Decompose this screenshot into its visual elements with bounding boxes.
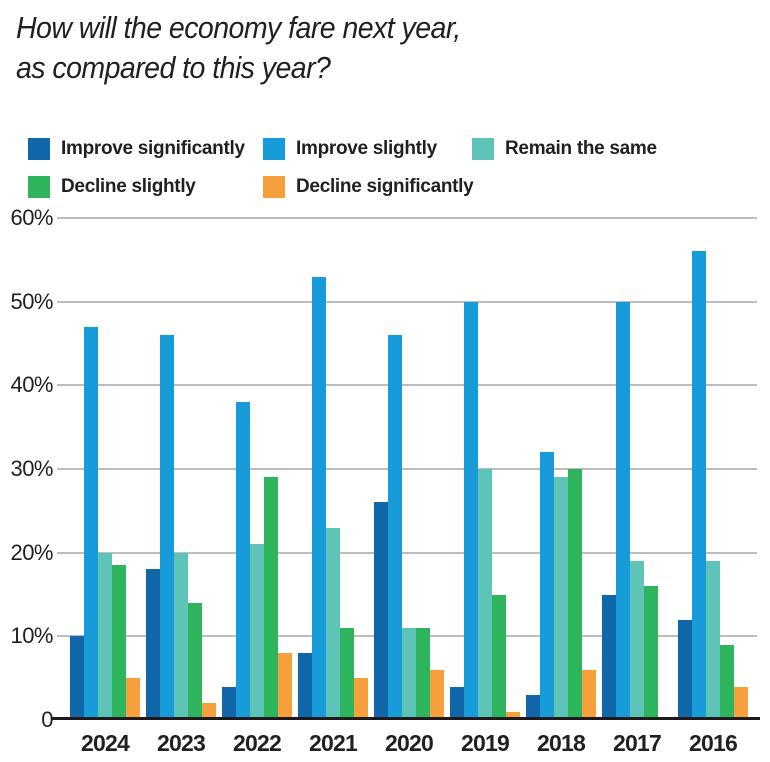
chart-area: 60% 50% 40% 30% 20% 10% 0 2024 2023 2022 2021 2020… bbox=[0, 205, 770, 756]
gridline-50 bbox=[57, 300, 757, 303]
x-axis-label-2016: 2016 bbox=[689, 730, 738, 756]
x-axis-label-2022: 2022 bbox=[233, 730, 282, 756]
y-tick-label-10: 10% bbox=[10, 623, 53, 649]
bar-improve-slightly-2020 bbox=[388, 335, 402, 720]
title-line-1: How will the economy fare next year, bbox=[16, 10, 461, 45]
bar-decline-significantly-2016 bbox=[734, 686, 748, 720]
title-line-2: as compared to this year? bbox=[16, 50, 331, 85]
y-tick-label-30: 30% bbox=[10, 456, 53, 481]
legend-item-improve-significantly: Improve significantly bbox=[28, 138, 245, 160]
gridline-40 bbox=[57, 384, 757, 387]
bar-decline-slightly-2018 bbox=[568, 469, 582, 720]
bar-decline-significantly-2018 bbox=[582, 669, 596, 720]
bar-remain-the-same-2023 bbox=[174, 552, 188, 720]
bar-group-2016: 2016 bbox=[678, 218, 748, 756]
bar-remain-the-same-2017 bbox=[630, 561, 644, 720]
x-axis-line bbox=[52, 717, 760, 720]
bar-remain-the-same-2019 bbox=[478, 469, 492, 720]
bar-remain-the-same-2022 bbox=[250, 544, 264, 720]
bar-remain-the-same-2024 bbox=[98, 552, 112, 720]
bar-improve-significantly-2022 bbox=[222, 686, 236, 720]
bar-improve-significantly-2017 bbox=[602, 594, 616, 720]
bar-improve-significantly-2021 bbox=[298, 653, 312, 720]
bar-remain-the-same-2021 bbox=[326, 527, 340, 720]
bar-group-2017: 2017 bbox=[602, 218, 672, 756]
bar-decline-significantly-2019 bbox=[506, 711, 520, 720]
bar-improve-slightly-2018 bbox=[540, 452, 554, 720]
bar-decline-slightly-2023 bbox=[188, 602, 202, 720]
x-axis-label-2018: 2018 bbox=[537, 730, 586, 756]
chart-title: How will the economy fare next year, as … bbox=[16, 8, 461, 88]
bar-improve-significantly-2023 bbox=[146, 569, 160, 720]
y-tick-label-20: 20% bbox=[10, 539, 53, 565]
bar-group-2024: 2024 bbox=[70, 218, 140, 756]
bar-decline-slightly-2016 bbox=[720, 644, 734, 720]
legend-label: Decline slightly bbox=[61, 176, 196, 197]
bar-group-2018: 2018 bbox=[526, 218, 596, 756]
bar-decline-significantly-2023 bbox=[202, 703, 216, 720]
legend-label: Improve significantly bbox=[61, 138, 245, 159]
bar-decline-significantly-2024 bbox=[126, 678, 140, 720]
legend-item-decline-slightly: Decline slightly bbox=[28, 176, 196, 198]
legend-label: Remain the same bbox=[505, 138, 657, 159]
x-axis-label-2021: 2021 bbox=[309, 730, 358, 756]
bar-groups: 2024 2023 2022 2021 2020 2019 2018 2017 2016 bbox=[70, 218, 748, 756]
plot-area: 2024 2023 2022 2021 2020 2019 2018 2017 2016 bbox=[57, 217, 757, 756]
bar-group-2021: 2021 bbox=[298, 218, 368, 756]
bar-decline-slightly-2019 bbox=[492, 594, 506, 720]
legend-label: Improve slightly bbox=[296, 138, 437, 159]
bar-decline-slightly-2020 bbox=[416, 627, 430, 720]
bar-decline-significantly-2022 bbox=[278, 653, 292, 720]
bar-group-2019: 2019 bbox=[450, 218, 520, 756]
legend-swatch-improve-significantly bbox=[28, 138, 50, 160]
y-tick-label-40: 40% bbox=[10, 372, 53, 398]
bar-improve-slightly-2017 bbox=[616, 301, 630, 720]
y-tick-label-0: 0 bbox=[41, 707, 53, 732]
x-axis-label-2017: 2017 bbox=[613, 730, 662, 756]
legend-swatch-remain-the-same bbox=[472, 138, 494, 160]
bar-decline-significantly-2021 bbox=[354, 678, 368, 720]
bar-decline-slightly-2017 bbox=[644, 586, 658, 720]
legend-item-improve-slightly: Improve slightly bbox=[263, 138, 437, 160]
bar-remain-the-same-2018 bbox=[554, 477, 568, 720]
legend-swatch-improve-slightly bbox=[263, 138, 285, 160]
x-axis-label-2019: 2019 bbox=[461, 730, 510, 756]
x-axis-label-2023: 2023 bbox=[157, 730, 206, 756]
gridline-30 bbox=[57, 468, 757, 470]
bar-decline-slightly-2021 bbox=[340, 627, 354, 720]
y-tick-label-50: 50% bbox=[10, 288, 53, 314]
legend-item-remain-the-same: Remain the same bbox=[472, 138, 657, 160]
bar-group-2020: 2020 bbox=[374, 218, 444, 756]
gridline-60 bbox=[57, 217, 757, 219]
bar-improve-significantly-2024 bbox=[70, 636, 84, 720]
bar-improve-significantly-2019 bbox=[450, 686, 464, 720]
bar-improve-slightly-2016 bbox=[692, 251, 706, 720]
legend-swatch-decline-slightly bbox=[28, 176, 50, 198]
bar-improve-slightly-2023 bbox=[160, 335, 174, 720]
x-axis-label-2024: 2024 bbox=[81, 730, 130, 756]
bar-group-2023: 2023 bbox=[146, 218, 216, 756]
bar-group-2022: 2022 bbox=[222, 218, 292, 756]
bar-improve-significantly-2018 bbox=[526, 694, 540, 720]
bar-improve-significantly-2016 bbox=[678, 619, 692, 720]
bar-improve-slightly-2021 bbox=[312, 276, 326, 720]
x-axis-label-2020: 2020 bbox=[385, 730, 434, 756]
bar-improve-slightly-2019 bbox=[464, 301, 478, 720]
bar-improve-slightly-2024 bbox=[84, 326, 98, 720]
legend-swatch-decline-significantly bbox=[263, 176, 285, 198]
legend-label: Decline significantly bbox=[296, 176, 474, 197]
bar-decline-slightly-2024 bbox=[112, 565, 126, 720]
bar-decline-significantly-2020 bbox=[430, 669, 444, 720]
bar-remain-the-same-2016 bbox=[706, 561, 720, 720]
gridline-20 bbox=[57, 551, 757, 554]
y-tick-label-60: 60% bbox=[10, 205, 53, 230]
bar-remain-the-same-2020 bbox=[402, 627, 416, 720]
bar-improve-slightly-2022 bbox=[236, 402, 250, 720]
bar-improve-significantly-2020 bbox=[374, 502, 388, 720]
bar-decline-slightly-2022 bbox=[264, 477, 278, 720]
legend-item-decline-significantly: Decline significantly bbox=[263, 176, 474, 198]
